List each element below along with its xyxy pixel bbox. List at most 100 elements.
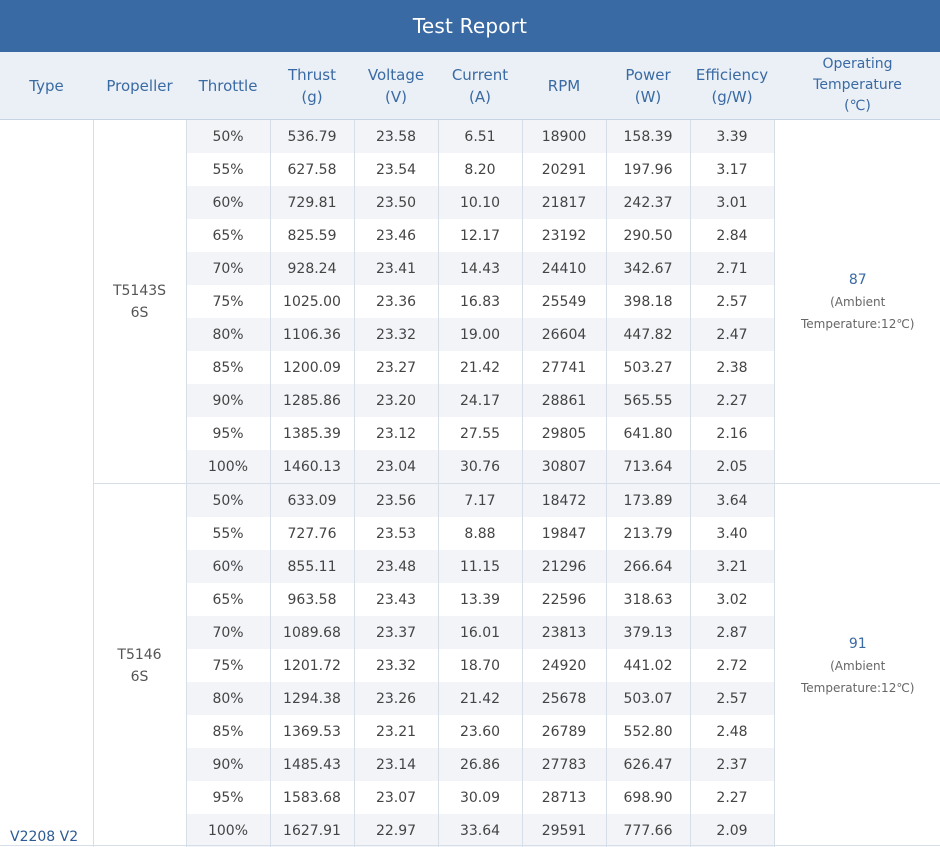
report-title-text: Test Report [413, 14, 527, 38]
rpm-cell: 21296 [522, 550, 606, 583]
current-cell: 16.01 [438, 616, 522, 649]
voltage-cell: 23.58 [354, 120, 438, 154]
rpm-cell: 30807 [522, 450, 606, 484]
voltage-cell: 22.97 [354, 814, 438, 847]
power-cell: 503.27 [606, 351, 690, 384]
propeller-label: T5146 [94, 644, 186, 666]
thrust-cell: 928.24 [270, 252, 354, 285]
throttle-cell: 50% [186, 484, 270, 518]
voltage-cell: 23.12 [354, 417, 438, 450]
current-cell: 8.20 [438, 153, 522, 186]
efficiency-cell: 2.87 [690, 616, 774, 649]
temperature-value: 87 [775, 269, 940, 291]
efficiency-cell: 2.27 [690, 384, 774, 417]
ambient-temperature-note: Temperature:12℃) [775, 677, 940, 699]
efficiency-cell: 2.05 [690, 450, 774, 484]
voltage-cell: 23.32 [354, 318, 438, 351]
current-cell: 13.39 [438, 583, 522, 616]
efficiency-cell: 2.57 [690, 285, 774, 318]
efficiency-cell: 3.01 [690, 186, 774, 219]
header-current: Current(A) [438, 52, 522, 120]
throttle-cell: 60% [186, 186, 270, 219]
current-cell: 11.15 [438, 550, 522, 583]
ambient-temperature-note: (Ambient [775, 655, 940, 677]
report-title: Test Report [0, 0, 940, 52]
throttle-cell: 70% [186, 252, 270, 285]
thrust-cell: 633.09 [270, 484, 354, 518]
current-cell: 30.09 [438, 781, 522, 814]
rpm-cell: 28713 [522, 781, 606, 814]
thrust-cell: 963.58 [270, 583, 354, 616]
thrust-cell: 1385.39 [270, 417, 354, 450]
power-cell: 342.67 [606, 252, 690, 285]
thrust-cell: 1201.72 [270, 649, 354, 682]
power-cell: 398.18 [606, 285, 690, 318]
rpm-cell: 19847 [522, 517, 606, 550]
voltage-cell: 23.54 [354, 153, 438, 186]
efficiency-cell: 2.84 [690, 219, 774, 252]
efficiency-cell: 2.72 [690, 649, 774, 682]
power-cell: 777.66 [606, 814, 690, 847]
thrust-cell: 1089.68 [270, 616, 354, 649]
voltage-cell: 23.27 [354, 351, 438, 384]
throttle-cell: 65% [186, 219, 270, 252]
throttle-cell: 85% [186, 351, 270, 384]
throttle-cell: 85% [186, 715, 270, 748]
efficiency-cell: 3.64 [690, 484, 774, 518]
header-efficiency: Efficiency(g/W) [690, 52, 774, 120]
current-cell: 7.17 [438, 484, 522, 518]
efficiency-cell: 3.40 [690, 517, 774, 550]
throttle-cell: 50% [186, 120, 270, 154]
power-cell: 379.13 [606, 616, 690, 649]
throttle-cell: 100% [186, 814, 270, 847]
current-cell: 24.17 [438, 384, 522, 417]
current-cell: 6.51 [438, 120, 522, 154]
power-cell: 290.50 [606, 219, 690, 252]
power-cell: 266.64 [606, 550, 690, 583]
power-cell: 641.80 [606, 417, 690, 450]
rpm-cell: 18472 [522, 484, 606, 518]
efficiency-cell: 2.37 [690, 748, 774, 781]
thrust-cell: 855.11 [270, 550, 354, 583]
rpm-cell: 23813 [522, 616, 606, 649]
test-report-table: Type Propeller Throttle Thrust(g) Voltag… [0, 52, 940, 847]
current-cell: 21.42 [438, 682, 522, 715]
voltage-cell: 23.53 [354, 517, 438, 550]
efficiency-cell: 2.47 [690, 318, 774, 351]
power-cell: 158.39 [606, 120, 690, 154]
rpm-cell: 18900 [522, 120, 606, 154]
header-propeller: Propeller [93, 52, 186, 120]
voltage-cell: 23.48 [354, 550, 438, 583]
voltage-cell: 23.21 [354, 715, 438, 748]
throttle-cell: 80% [186, 318, 270, 351]
ambient-temperature-note: (Ambient [775, 291, 940, 313]
voltage-cell: 23.43 [354, 583, 438, 616]
current-cell: 18.70 [438, 649, 522, 682]
throttle-cell: 100% [186, 450, 270, 484]
efficiency-cell: 2.16 [690, 417, 774, 450]
header-throttle: Throttle [186, 52, 270, 120]
rpm-cell: 28861 [522, 384, 606, 417]
thrust-cell: 1460.13 [270, 450, 354, 484]
rpm-cell: 24410 [522, 252, 606, 285]
power-cell: 318.63 [606, 583, 690, 616]
rpm-cell: 22596 [522, 583, 606, 616]
current-cell: 30.76 [438, 450, 522, 484]
thrust-cell: 1200.09 [270, 351, 354, 384]
current-cell: 23.60 [438, 715, 522, 748]
rpm-cell: 25678 [522, 682, 606, 715]
rpm-cell: 26789 [522, 715, 606, 748]
power-cell: 441.02 [606, 649, 690, 682]
voltage-cell: 23.56 [354, 484, 438, 518]
thrust-cell: 1294.38 [270, 682, 354, 715]
table-header: Type Propeller Throttle Thrust(g) Voltag… [0, 52, 940, 120]
throttle-cell: 95% [186, 781, 270, 814]
voltage-cell: 23.20 [354, 384, 438, 417]
rpm-cell: 25549 [522, 285, 606, 318]
